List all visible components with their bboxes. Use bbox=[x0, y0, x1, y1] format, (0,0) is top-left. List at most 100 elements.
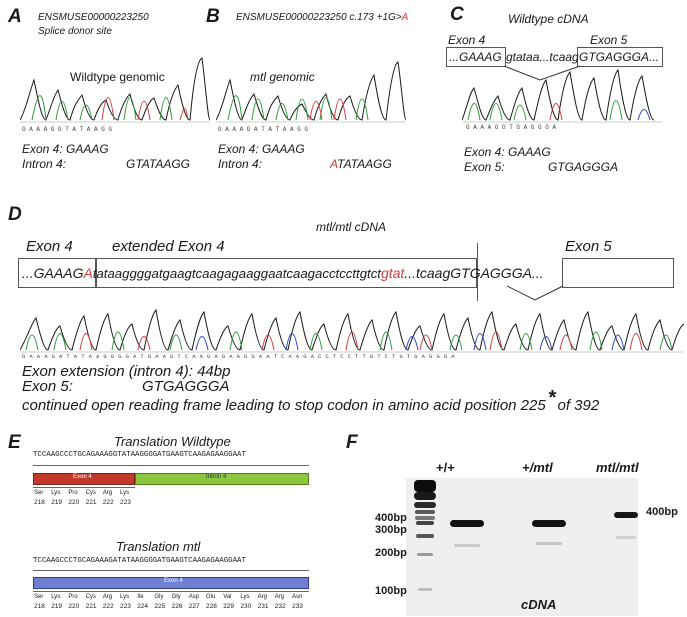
wt-title: Translation Wildtype bbox=[114, 434, 231, 449]
exon5-seq: GTGAGGGA bbox=[548, 160, 619, 174]
panel-label-b: B bbox=[206, 6, 220, 27]
extension-box bbox=[96, 258, 477, 288]
wt-exon-label: Exon 4 bbox=[73, 474, 92, 480]
ladder-200: 200bp bbox=[375, 547, 407, 559]
exon-id: ENSMUSE00000223250 c.173 +1G>A bbox=[236, 12, 408, 23]
amino-acid: Ser bbox=[34, 594, 44, 600]
exon-line: Exon 4: GAAAG bbox=[22, 142, 109, 156]
residue-number: 223 bbox=[120, 603, 131, 610]
amino-acid: Glu bbox=[206, 594, 216, 600]
exon4-label: Exon 4 bbox=[26, 238, 73, 255]
exon5-seq: GTGAGGGA bbox=[142, 378, 230, 395]
amino-acid: Lys bbox=[120, 490, 130, 496]
exon5-label-line: Exon 5: bbox=[22, 378, 73, 395]
exon4-box bbox=[18, 258, 96, 288]
amino-acid: Lys bbox=[51, 490, 61, 496]
amino-acid: Arg bbox=[257, 594, 267, 600]
box-left-seq: ...GAAAG bbox=[22, 265, 84, 281]
exon-line: Exon 4: GAAAG bbox=[218, 142, 305, 156]
residue-number: 221 bbox=[85, 603, 97, 610]
box-seq: ...GAAAGAtataaggggatgaagtcaagagaaggaatca… bbox=[22, 265, 544, 281]
wt-exon-bar bbox=[33, 473, 135, 485]
residue-number: 229 bbox=[223, 603, 235, 610]
trace-title: Wildtype genomic bbox=[70, 70, 165, 84]
ladder-100: 100bp bbox=[375, 585, 407, 597]
box-right-seq: GTGAGGGA... bbox=[579, 50, 660, 64]
exon5-label: Exon 5 bbox=[565, 238, 612, 255]
ladder-300: 300bp bbox=[375, 524, 407, 536]
mt-seq: TCCAAGCCCTGCAGAAAGATATAAGGGGATGAAGTCAAGA… bbox=[33, 557, 246, 565]
exon5-label: Exon 5 bbox=[590, 33, 628, 47]
subtitle: Splice donor site bbox=[38, 26, 112, 37]
amino-acid: Cys bbox=[85, 594, 96, 600]
base-calls: G A A A G G T G A G G G A bbox=[466, 124, 557, 131]
exon-id: ENSMUSE00000223250 bbox=[38, 12, 149, 23]
amino-acid: Ile bbox=[137, 594, 144, 600]
intron-seq: ATATAAGG bbox=[330, 157, 392, 171]
base-calls: G A A A G G T A T A A G G bbox=[22, 126, 113, 133]
intron-label: Intron 4: bbox=[22, 157, 67, 171]
orf-text: continued open reading frame leading to … bbox=[22, 397, 546, 414]
residue-number: 222 bbox=[102, 603, 114, 610]
amino-acid: Lys bbox=[240, 594, 250, 600]
residue-number: 225 bbox=[154, 603, 166, 610]
band-size-label: 400bp bbox=[646, 506, 678, 518]
residue-number: 232 bbox=[274, 603, 286, 610]
residue-number: 223 bbox=[120, 499, 131, 506]
residue-number: 219 bbox=[51, 499, 63, 506]
residue-number: 221 bbox=[85, 499, 97, 506]
amino-acid: Lys bbox=[51, 594, 61, 600]
mt-exon-label: Exon 4 bbox=[164, 578, 183, 584]
exon4-label: Exon 4 bbox=[448, 33, 486, 47]
chromatogram-a bbox=[20, 57, 210, 123]
band-wt-faint bbox=[454, 544, 480, 547]
intron-seq: GTATAAGG bbox=[126, 157, 191, 171]
panel-label-d: D bbox=[8, 204, 22, 225]
exon5-label-line: Exon 5: bbox=[464, 160, 505, 174]
exon-line: Exon 4: GAAAG bbox=[464, 145, 551, 159]
amino-acid: Gly bbox=[154, 594, 164, 600]
ladder-band bbox=[415, 516, 435, 520]
amino-acid: Gly bbox=[171, 594, 181, 600]
ladder-band-200 bbox=[417, 553, 433, 556]
ladder-band bbox=[415, 510, 435, 514]
panel-label-c: C bbox=[450, 4, 464, 25]
trace-title: mtl genomic bbox=[250, 70, 315, 84]
extension-line: Exon extension (intron 4): 44bp bbox=[22, 363, 231, 380]
lane-label-het: +/mtl bbox=[522, 460, 553, 475]
residue-number: 233 bbox=[292, 603, 303, 610]
amino-acid: Arg bbox=[102, 490, 113, 496]
base-calls: G A A A G A T A T A A G G G G A T G A A … bbox=[22, 353, 455, 360]
amino-acid: Ser bbox=[34, 490, 44, 496]
box-mid-seq: gtataa...tcaag bbox=[506, 50, 579, 64]
mutant-base: A bbox=[330, 157, 338, 171]
gel-image bbox=[406, 478, 638, 616]
wt-intron-bar bbox=[135, 473, 309, 485]
ladder-band bbox=[414, 502, 436, 508]
band-het-faint bbox=[536, 542, 562, 545]
lane-label-mut: mtl/mtl bbox=[596, 460, 639, 475]
residue-number: 220 bbox=[68, 603, 80, 610]
residue-number: 226 bbox=[171, 603, 183, 610]
chromatogram-d bbox=[20, 308, 684, 353]
band-het bbox=[532, 520, 566, 527]
mutant-base: A bbox=[83, 265, 93, 281]
box-dots: ...tcaag bbox=[404, 265, 451, 281]
amino-acid: Lys bbox=[120, 594, 130, 600]
ladder-band-400 bbox=[416, 521, 434, 525]
residue-number: 228 bbox=[206, 603, 217, 610]
band-mut-faint bbox=[616, 536, 636, 539]
band-mut bbox=[614, 512, 638, 518]
base-calls: G A A A G A T A T A A G G bbox=[218, 126, 309, 133]
wt-aa-ruler bbox=[33, 487, 135, 488]
splice-line bbox=[503, 65, 581, 81]
intron-label: Intron 4: bbox=[218, 157, 263, 171]
orf-line: continued open reading frame leading to … bbox=[22, 387, 599, 416]
amino-acid: Pro bbox=[68, 490, 78, 496]
chromatogram-c bbox=[462, 68, 662, 123]
residue-number: 224 bbox=[137, 603, 149, 610]
band-wt bbox=[450, 520, 484, 527]
splice-line bbox=[506, 285, 564, 301]
mutant-base: A bbox=[401, 12, 409, 23]
intron-start: gtat bbox=[380, 265, 405, 281]
